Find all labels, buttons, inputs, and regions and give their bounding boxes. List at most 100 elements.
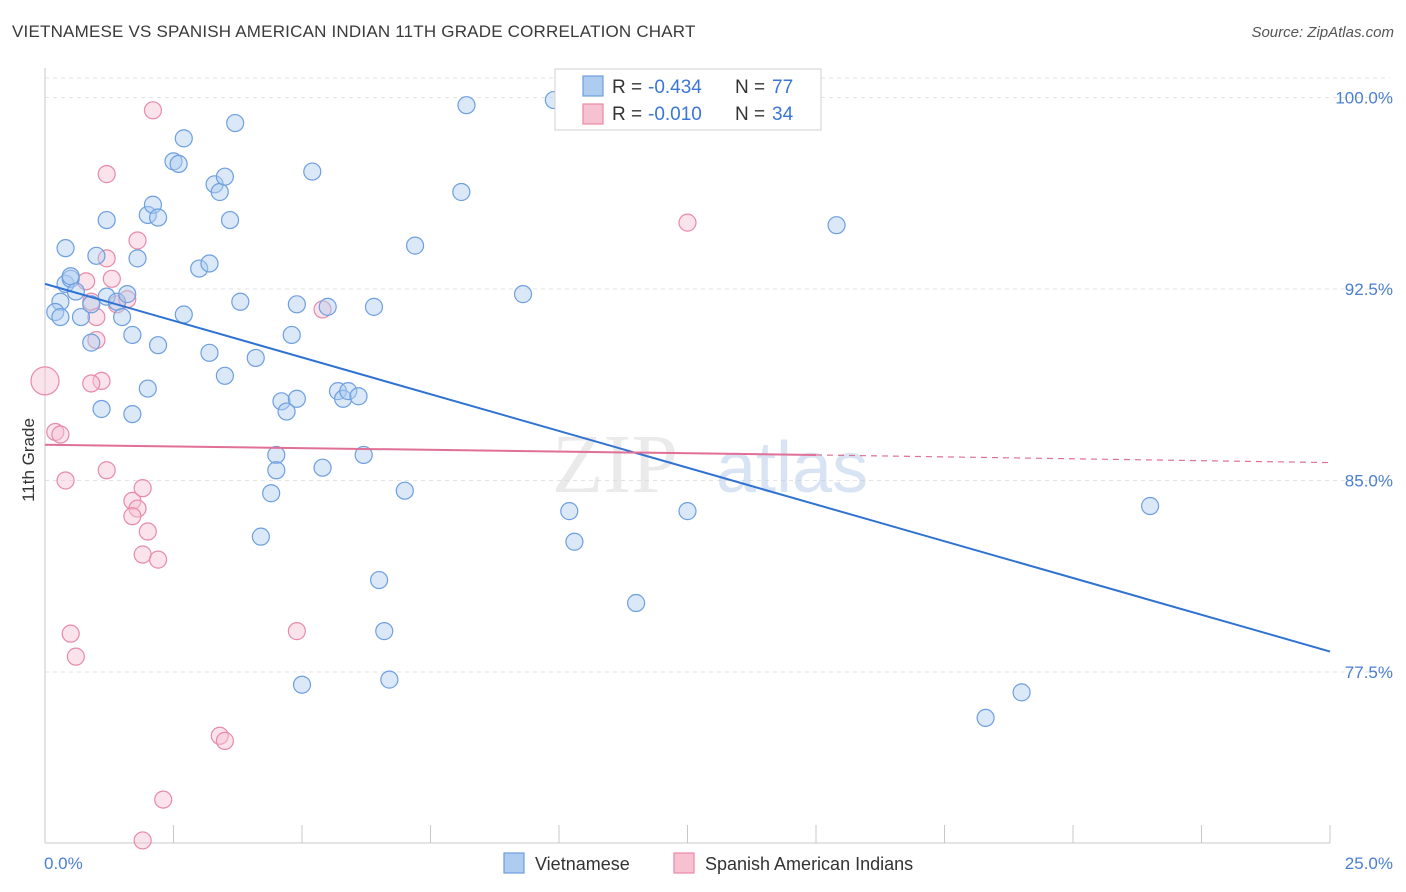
vietnamese-point-49 bbox=[287, 389, 306, 408]
legend-n-label-2: N = bbox=[735, 104, 765, 125]
spanish-american-indians-point-20 bbox=[123, 507, 142, 526]
vietnamese-point-1 bbox=[46, 302, 65, 322]
spanish-american-indians-point-2 bbox=[51, 425, 70, 444]
vietnamese-point-58 bbox=[354, 445, 373, 465]
vietnamese-point-65 bbox=[457, 96, 476, 115]
y-tick-label-0: 100.0% bbox=[1335, 89, 1393, 108]
vietnamese-point-35 bbox=[226, 113, 245, 133]
vietnamese-point-57 bbox=[364, 297, 384, 316]
vietnamese-point-71 bbox=[678, 502, 697, 521]
spanish-american-indians-point-4 bbox=[61, 624, 80, 643]
x-tick-labels: 0.0% 25.0% bbox=[44, 854, 1393, 873]
spanish-american-indians-point-0 bbox=[30, 366, 60, 396]
trend-line-spanish-american-indians bbox=[44, 443, 817, 456]
vietnamese-point-41 bbox=[262, 484, 281, 503]
spanish-american-indians-point-25 bbox=[154, 790, 173, 809]
vietnamese-point-25 bbox=[164, 152, 183, 171]
legend-n-label-1: N = bbox=[735, 77, 765, 98]
vietnamese-point-48 bbox=[277, 402, 296, 421]
y-tick-label-2: 85.0% bbox=[1345, 471, 1393, 490]
vietnamese-point-62 bbox=[395, 481, 414, 500]
spanish-american-indians-point-28 bbox=[210, 726, 229, 745]
vietnamese-point-9 bbox=[82, 295, 101, 314]
vietnamese-point-73 bbox=[1012, 683, 1031, 702]
y-tick-labels: 100.0% 92.5% 85.0% 77.5% bbox=[1335, 89, 1393, 682]
vietnamese-point-7 bbox=[56, 239, 75, 258]
spanish-american-indians-point-24 bbox=[148, 550, 168, 569]
vietnamese-point-70 bbox=[626, 593, 646, 613]
vietnamese-point-24 bbox=[92, 399, 111, 419]
vietnamese-point-66 bbox=[513, 285, 533, 304]
spanish-american-indians-point-21 bbox=[133, 479, 152, 498]
vietnamese-point-8 bbox=[71, 307, 91, 327]
spanish-american-indians-point-26 bbox=[133, 831, 152, 850]
vietnamese-point-38 bbox=[215, 366, 234, 385]
spanish-american-indians-point-11 bbox=[102, 269, 121, 288]
vietnamese-point-39 bbox=[246, 348, 265, 368]
bottom-legend-swatch-blue bbox=[503, 852, 525, 874]
bottom-legend-swatch-pink bbox=[673, 852, 695, 874]
x-tick-label-0: 0.0% bbox=[44, 854, 83, 873]
vietnamese-point-30 bbox=[200, 254, 219, 273]
spanish-american-indians-point-12 bbox=[87, 330, 106, 350]
vietnamese-point-29 bbox=[190, 259, 209, 278]
vietnamese-point-6 bbox=[61, 267, 80, 286]
vietnamese-point-37 bbox=[200, 343, 219, 362]
vietnamese-point-52 bbox=[318, 297, 337, 316]
vietnamese-point-2 bbox=[51, 307, 70, 327]
bottom-legend-label-spanish-american-indians: Spanish American Indians bbox=[705, 854, 913, 874]
vietnamese-point-55 bbox=[339, 382, 358, 401]
watermark-zip: ZIP bbox=[552, 418, 678, 511]
series-vietnamese bbox=[46, 90, 1160, 728]
legend-r-label-1: R = bbox=[612, 77, 642, 98]
vietnamese-point-17 bbox=[128, 249, 147, 268]
legend-r-value-1: -0.434 bbox=[648, 77, 702, 98]
spanish-american-indians-point-1 bbox=[46, 422, 65, 442]
y-axis-title: 11th Grade bbox=[19, 418, 38, 502]
vietnamese-point-34 bbox=[220, 210, 240, 230]
vietnamese-point-15 bbox=[82, 333, 101, 352]
legend-r-label-2: R = bbox=[612, 104, 642, 125]
bottom-legend-label-vietnamese: Vietnamese bbox=[535, 854, 630, 874]
series-spanish-american-indians bbox=[30, 101, 697, 850]
vietnamese-point-64 bbox=[452, 182, 471, 202]
vietnamese-point-20 bbox=[148, 208, 168, 227]
spanish-american-indians-point-27 bbox=[143, 101, 163, 120]
vietnamese-point-69 bbox=[565, 532, 584, 551]
legend: R = -0.434 N = 77 R = -0.010 N = 34 bbox=[554, 68, 822, 131]
legend-swatch-blue bbox=[582, 75, 604, 97]
vietnamese-point-74 bbox=[976, 708, 995, 728]
chart-title: VIETNAMESE VS SPANISH AMERICAN INDIAN 11… bbox=[12, 22, 696, 41]
spanish-american-indians-point-5 bbox=[66, 647, 85, 666]
vietnamese-point-47 bbox=[287, 295, 306, 314]
vietnamese-point-44 bbox=[272, 392, 291, 411]
vietnamese-point-16 bbox=[97, 210, 116, 230]
spanish-american-indians-point-10 bbox=[97, 461, 116, 480]
spanish-american-indians-point-32 bbox=[678, 213, 697, 232]
y-tick-label-3: 77.5% bbox=[1345, 663, 1393, 682]
vietnamese-point-42 bbox=[267, 445, 286, 465]
legend-n-value-1: 77 bbox=[772, 77, 793, 98]
vietnamese-point-0 bbox=[51, 292, 70, 311]
legend-r-value-2: -0.010 bbox=[648, 104, 702, 125]
vietnamese-point-32 bbox=[210, 182, 229, 202]
vietnamese-point-26 bbox=[169, 154, 188, 174]
vietnamese-point-68 bbox=[560, 502, 579, 521]
spanish-american-indians-point-23 bbox=[138, 522, 157, 541]
watermark-atlas: atlas bbox=[716, 428, 868, 508]
vietnamese-point-43 bbox=[267, 461, 286, 480]
vietnamese-point-63 bbox=[405, 236, 425, 255]
vietnamese-point-27 bbox=[174, 129, 193, 148]
vietnamese-point-76 bbox=[87, 246, 106, 265]
spanish-american-indians-point-31 bbox=[313, 300, 332, 319]
vietnamese-point-12 bbox=[112, 307, 132, 327]
vietnamese-point-13 bbox=[118, 285, 137, 304]
spanish-american-indians-point-3 bbox=[56, 471, 75, 490]
bottom-legend: Vietnamese Spanish American Indians bbox=[503, 852, 913, 874]
vietnamese-point-40 bbox=[251, 527, 270, 546]
spanish-american-indians-point-33 bbox=[82, 374, 101, 393]
spanish-american-indians-point-29 bbox=[215, 731, 234, 750]
legend-swatch-pink bbox=[582, 103, 604, 125]
spanish-american-indians-point-22 bbox=[133, 545, 152, 564]
vietnamese-point-33 bbox=[215, 167, 234, 186]
